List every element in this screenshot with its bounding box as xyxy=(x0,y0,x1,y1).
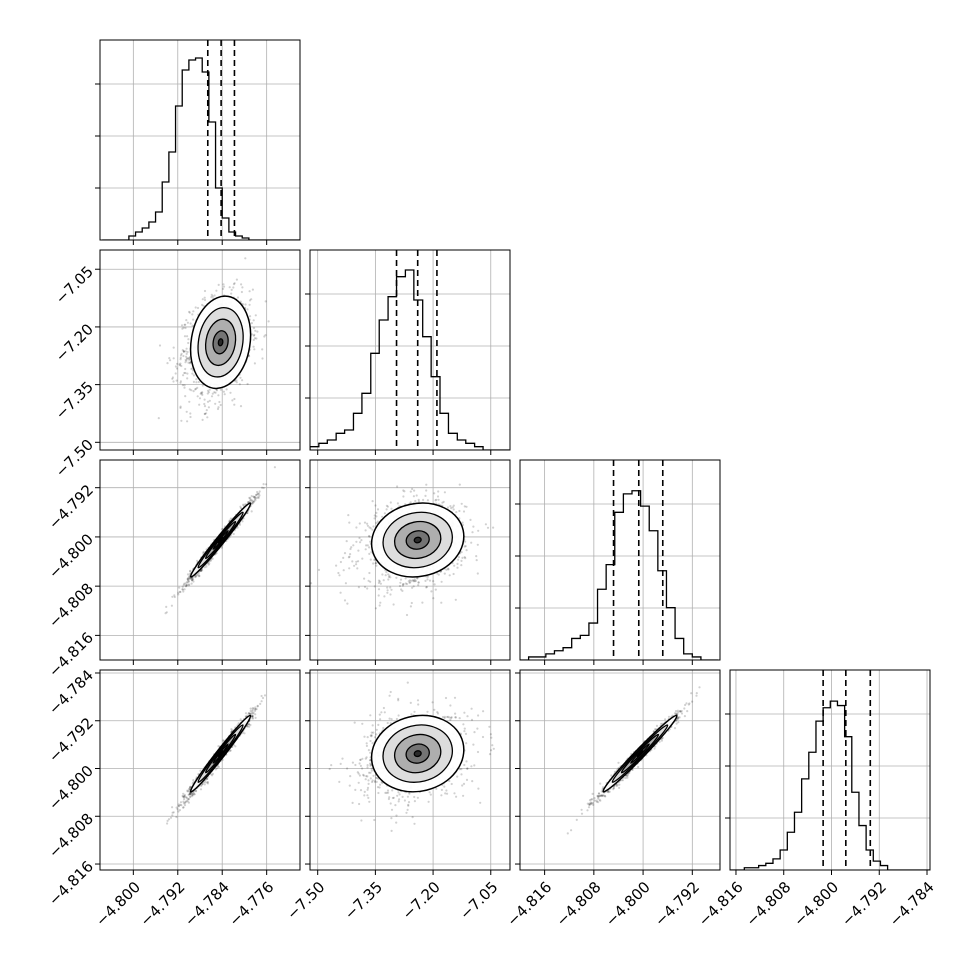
panel-frame xyxy=(729,669,931,871)
x-tick-label: −4.792 xyxy=(651,878,703,930)
y-tick-label: −7.20 xyxy=(52,320,97,365)
histogram-step xyxy=(310,269,510,450)
y-tick-label: −4.800 xyxy=(45,530,97,582)
x-tick-label: −7.35 xyxy=(341,878,386,923)
x-tick-label: −7.50 xyxy=(283,878,328,923)
density-contour xyxy=(413,536,422,544)
panel-0-0 xyxy=(95,39,301,245)
panel-frame xyxy=(99,669,301,871)
panel-frame xyxy=(99,249,301,451)
panel-3-3: −4.816−4.808−4.800−4.792−4.784 xyxy=(695,669,938,930)
panel-2-0: −4.816−4.808−4.800−4.792 xyxy=(45,459,301,681)
x-tick-label: −4.808 xyxy=(553,878,605,930)
panel-3-0: −4.800−4.792−4.784−4.776−4.816−4.808−4.8… xyxy=(45,666,301,930)
panel-frame xyxy=(519,669,721,871)
y-tick-label: −7.35 xyxy=(52,378,97,423)
density-contour xyxy=(217,536,224,544)
y-tick-label: −4.800 xyxy=(45,762,97,814)
x-tick-label: −4.816 xyxy=(695,878,747,930)
y-tick-label: −4.808 xyxy=(45,579,97,631)
x-tick-label: −7.20 xyxy=(399,878,444,923)
x-tick-label: −4.816 xyxy=(503,878,555,930)
y-tick-label: −4.792 xyxy=(45,481,97,533)
x-tick-label: −4.784 xyxy=(886,878,938,930)
panel-1-1 xyxy=(305,249,511,455)
panel-frame xyxy=(99,459,301,661)
y-tick-label: −4.816 xyxy=(45,857,97,909)
density-contour xyxy=(217,750,224,758)
density-contour xyxy=(636,750,644,758)
x-tick-label: −4.776 xyxy=(225,878,277,930)
y-tick-label: −4.808 xyxy=(45,810,97,862)
panel-frame xyxy=(309,249,511,451)
panel-frame xyxy=(309,459,511,661)
x-tick-label: −4.784 xyxy=(181,878,233,930)
panel-3-1: −7.50 −7.35 −7.20 −7.05 xyxy=(283,669,511,923)
histogram-step xyxy=(520,490,719,660)
x-tick-label: −4.808 xyxy=(742,878,794,930)
density-contour xyxy=(217,338,224,347)
x-tick-label: −7.05 xyxy=(456,878,501,923)
x-tick-label: −4.792 xyxy=(838,878,890,930)
x-tick-label: −4.792 xyxy=(137,878,189,930)
histogram-step xyxy=(730,700,930,870)
y-tick-label: −7.50 xyxy=(52,436,97,481)
y-tick-label: −4.792 xyxy=(45,714,97,766)
panel-frame xyxy=(99,39,301,241)
panel-2-1 xyxy=(305,459,511,665)
histogram-step xyxy=(102,57,300,240)
panel-2-2 xyxy=(515,459,721,665)
x-tick-label: −4.800 xyxy=(790,878,842,930)
y-tick-label: −7.05 xyxy=(52,263,97,308)
x-tick-label: −4.800 xyxy=(602,878,654,930)
panel-frame xyxy=(519,459,721,661)
panel-3-2: −4.816−4.808−4.800−4.792 xyxy=(503,669,721,930)
x-tick-label: −4.800 xyxy=(92,878,144,930)
panel-frame xyxy=(309,669,511,871)
panel-1-0: −7.50 −7.35 −7.20 −7.05 xyxy=(52,249,301,481)
density-contour xyxy=(413,750,422,758)
